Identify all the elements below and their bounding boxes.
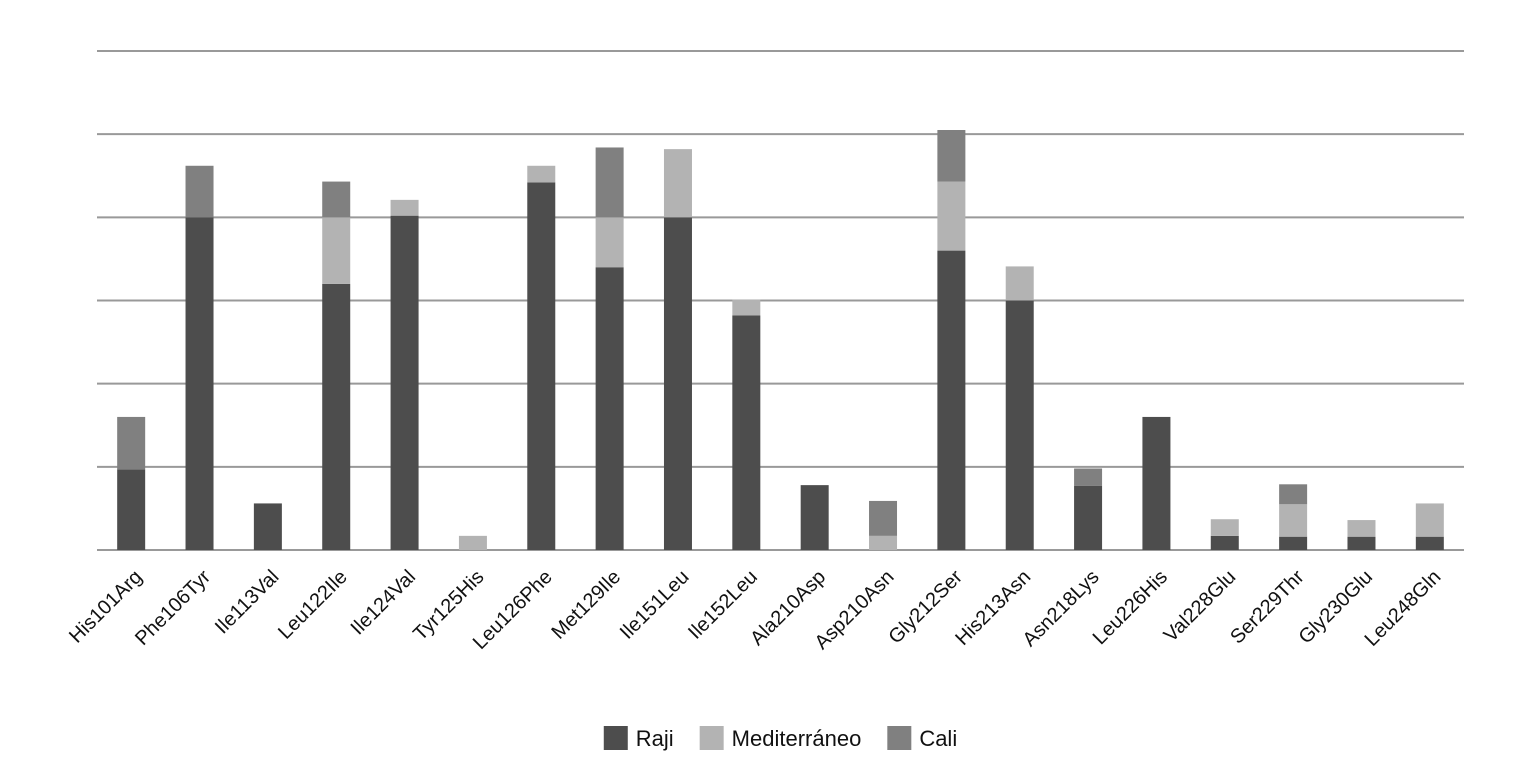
bar-leu226his-raji bbox=[1142, 416, 1171, 550]
bar-his213asn-raji bbox=[1005, 300, 1034, 550]
bar-his101arg-raji bbox=[117, 469, 146, 550]
x-tick-label-phe106tyr: Phe106Tyr bbox=[131, 566, 215, 650]
bar-his101arg-cali bbox=[117, 416, 146, 470]
x-tick-label-met129ile: Met129Ile bbox=[547, 566, 625, 644]
bar-phe106tyr-raji bbox=[185, 217, 214, 551]
bar-ser229thr-raji bbox=[1279, 536, 1308, 550]
legend-swatch-cali bbox=[887, 726, 912, 750]
bar-ser229thr-mediterraneo bbox=[1279, 504, 1308, 537]
bar-asn218lys-cali bbox=[1074, 468, 1103, 486]
bar-met129ile-mediterraneo bbox=[595, 217, 624, 268]
bar-val228glu-raji bbox=[1210, 535, 1239, 550]
x-tick-label-ile151leu: Ile151Leu bbox=[616, 566, 694, 644]
x-tick-label-ile113val: Ile113Val bbox=[211, 566, 283, 638]
bar-met129ile-cali bbox=[595, 147, 624, 218]
legend: Raji Mediterráneo Cali bbox=[603, 726, 957, 751]
bar-ile151leu-mediterraneo bbox=[663, 149, 692, 218]
bar-ile124val-raji bbox=[390, 215, 419, 551]
bar-ile152leu-mediterraneo bbox=[732, 299, 761, 316]
bar-asn218lys-raji bbox=[1074, 485, 1103, 550]
bar-gly212ser-mediterraneo bbox=[937, 181, 966, 251]
legend-swatch-mediterraneo bbox=[699, 726, 724, 750]
bar-met129ile-raji bbox=[595, 267, 624, 550]
bar-tyr125his-mediterraneo bbox=[458, 535, 487, 550]
bar-gly212ser-raji bbox=[937, 250, 966, 550]
bar-leu126phe-mediterraneo bbox=[527, 165, 556, 183]
bar-gly230glu-raji bbox=[1347, 536, 1376, 550]
bar-leu126phe-raji bbox=[527, 182, 556, 551]
legend-label-raji: Raji bbox=[636, 726, 674, 751]
bars-layer bbox=[117, 130, 1444, 551]
grid-layer bbox=[97, 50, 1464, 551]
bar-phe106tyr-cali bbox=[185, 165, 214, 218]
legend-label-mediterraneo: Mediterráneo bbox=[732, 726, 862, 751]
bar-leu248gln-mediterraneo bbox=[1415, 503, 1444, 537]
bar-his213asn-mediterraneo bbox=[1005, 266, 1034, 301]
bar-leu122ile-raji bbox=[322, 283, 351, 550]
bar-ile113val-raji bbox=[253, 503, 282, 550]
legend-swatch-raji bbox=[603, 726, 628, 750]
bar-leu122ile-cali bbox=[322, 181, 351, 218]
bar-leu248gln-raji bbox=[1415, 536, 1444, 550]
x-tick-label-leu122ile: Leu122Ile bbox=[274, 566, 352, 644]
bar-gly230glu-mediterraneo bbox=[1347, 520, 1376, 537]
bar-leu122ile-mediterraneo bbox=[322, 217, 351, 284]
bar-val228glu-mediterraneo bbox=[1210, 519, 1239, 536]
bar-asp210asn-mediterraneo bbox=[869, 535, 898, 550]
x-tick-label-leu226his: Leu226His bbox=[1089, 566, 1172, 649]
bar-ser229thr-cali bbox=[1279, 484, 1308, 505]
bar-ala210asp-raji bbox=[800, 485, 829, 550]
x-tick-labels: His101ArgPhe106TyrIle113ValLeu122IleIle1… bbox=[65, 566, 1445, 654]
legend-label-cali: Cali bbox=[919, 726, 957, 751]
bar-asp210asn-cali bbox=[869, 500, 898, 536]
bar-ile151leu-raji bbox=[663, 217, 692, 551]
bar-gly212ser-cali bbox=[937, 130, 966, 182]
bar-ile124val-mediterraneo bbox=[390, 199, 419, 216]
bar-ile152leu-raji bbox=[732, 315, 761, 550]
